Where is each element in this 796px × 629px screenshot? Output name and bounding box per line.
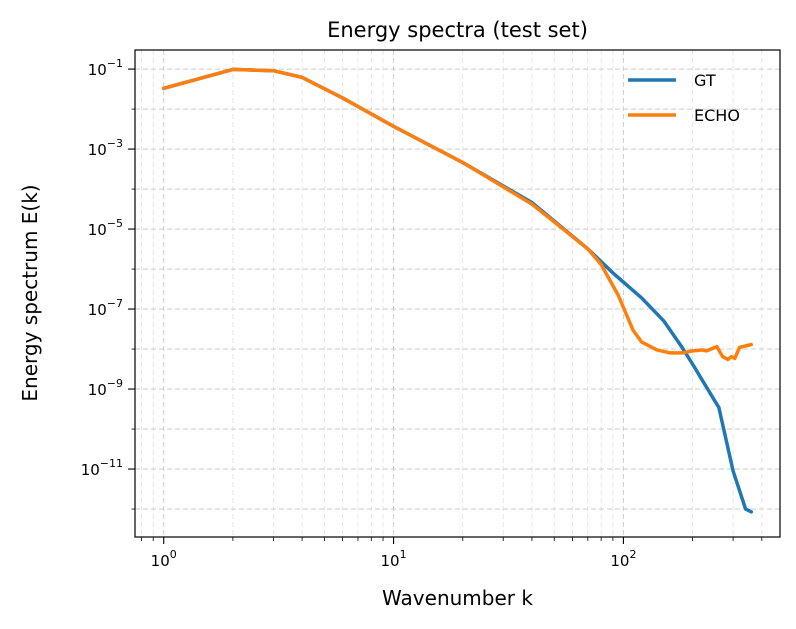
legend-label-echo: ECHO <box>694 106 740 125</box>
chart-title: Energy spectra (test set) <box>327 18 588 42</box>
series-layer <box>161 67 754 514</box>
x-tick-label: 102 <box>610 548 636 570</box>
y-tick-label: 10−1 <box>88 57 123 79</box>
plot-frame <box>134 49 781 538</box>
legend-label-gt: GT <box>694 71 716 90</box>
y-tick-label: 10−5 <box>88 217 123 239</box>
y-axis-label: Energy spectrum E(k) <box>18 184 42 401</box>
y-tick-label: 10−7 <box>88 297 123 319</box>
legend: GT ECHO <box>628 71 740 125</box>
x-axis-label: Wavenumber k <box>382 586 533 610</box>
y-tick-label: 10−9 <box>88 377 123 399</box>
plot-area <box>135 50 780 537</box>
grid <box>135 50 780 537</box>
x-tick-label: 100 <box>151 548 177 570</box>
y-tick-label: 10−3 <box>88 137 123 159</box>
y-tick-label: 10−11 <box>81 457 123 479</box>
series-line-echo <box>161 67 754 362</box>
x-tick-label: 101 <box>381 548 407 570</box>
axis-ticks: 100 101 102 10−11 10−9 10−7 10−5 10−3 10−1 <box>81 57 763 570</box>
